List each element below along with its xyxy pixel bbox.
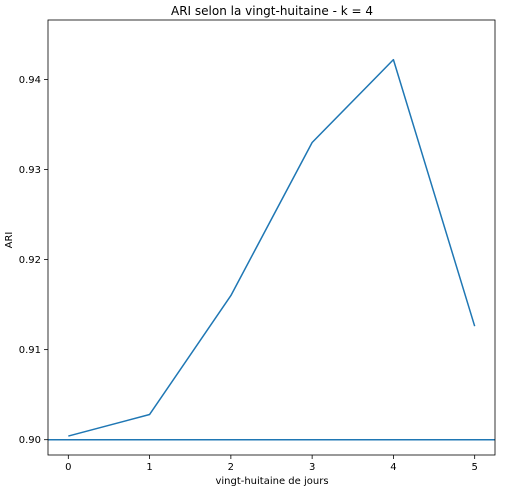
plot-area: 0 1 2 3 4 5 0.90 0.91 0.92 0.93 0.94 [19, 19, 496, 473]
series-line-0 [68, 58, 476, 437]
x-tick-label-1: 1 [146, 462, 152, 473]
y-tick-label-3: 0.93 [19, 165, 41, 176]
y-tick-label-0: 0.90 [19, 435, 41, 446]
y-tick-label-4: 0.94 [19, 75, 41, 86]
axes-frame [47, 19, 496, 456]
x-tick-label-3: 3 [309, 462, 315, 473]
y-axis-label: ARI [4, 232, 15, 249]
x-tick-label-4: 4 [390, 462, 396, 473]
x-tick-label-2: 2 [228, 462, 234, 473]
x-axis-label: vingt-huitaine de jours [215, 476, 328, 487]
chart-title: ARI selon la vingt-huitaine - k = 4 [171, 4, 373, 18]
x-tick-label-0: 0 [65, 462, 71, 473]
y-tick-label-1: 0.91 [19, 345, 41, 356]
x-tick-label-5: 5 [471, 462, 477, 473]
y-tick-label-2: 0.92 [19, 255, 41, 266]
